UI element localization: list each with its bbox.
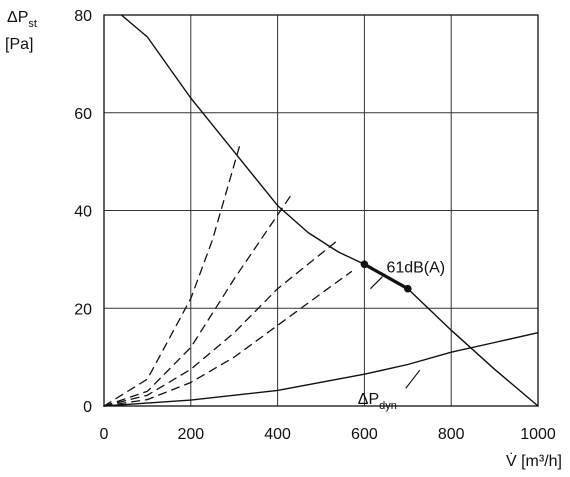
annotation-61db: 61dB(A) — [386, 260, 445, 277]
y-tick-label: 20 — [74, 301, 92, 318]
annotation-leader-dyn — [405, 369, 421, 389]
series-layer — [103, 14, 539, 407]
y-tick-label: 40 — [74, 204, 92, 221]
dashed-curve — [103, 141, 242, 407]
x-tick-label: 1000 — [520, 426, 556, 443]
x-axis-label: V̇ [m³/h] — [506, 452, 562, 470]
dashed-curve — [103, 195, 292, 407]
annotation-dynamic-pressure: ΔPdyn — [358, 391, 397, 412]
operating-range-segment — [362, 262, 410, 291]
x-tick-label: 400 — [264, 426, 291, 443]
x-tick-label: 600 — [351, 426, 378, 443]
y-axis-label: ΔPst — [7, 9, 37, 30]
axis-layer: 0 200 400 600 800 1000 0 20 40 60 80 ΔPst [Pa] V̇ [m³… — [5, 8, 562, 470]
y-axis-label-subscript: st — [28, 18, 37, 30]
y-tick-label: 60 — [74, 106, 92, 123]
x-tick-label: 200 — [177, 426, 204, 443]
fan-curve — [120, 14, 539, 407]
dashed-curve — [103, 270, 353, 407]
annotation-leader-61db — [370, 276, 383, 290]
annotation-layer: 61dB(A) ΔPdyn — [358, 260, 445, 413]
x-tick-label: 0 — [100, 426, 109, 443]
operating-point-marker — [360, 260, 369, 269]
operating-point-marker — [404, 284, 412, 293]
y-tick-label: 0 — [83, 399, 92, 416]
y-axis-unit: [Pa] — [5, 36, 33, 53]
y-tick-label: 80 — [74, 8, 92, 25]
dynamic-pressure-curve — [103, 332, 539, 407]
plot-frame — [103, 14, 539, 407]
dashed-curve — [103, 239, 340, 407]
x-tick-label: 800 — [438, 426, 465, 443]
